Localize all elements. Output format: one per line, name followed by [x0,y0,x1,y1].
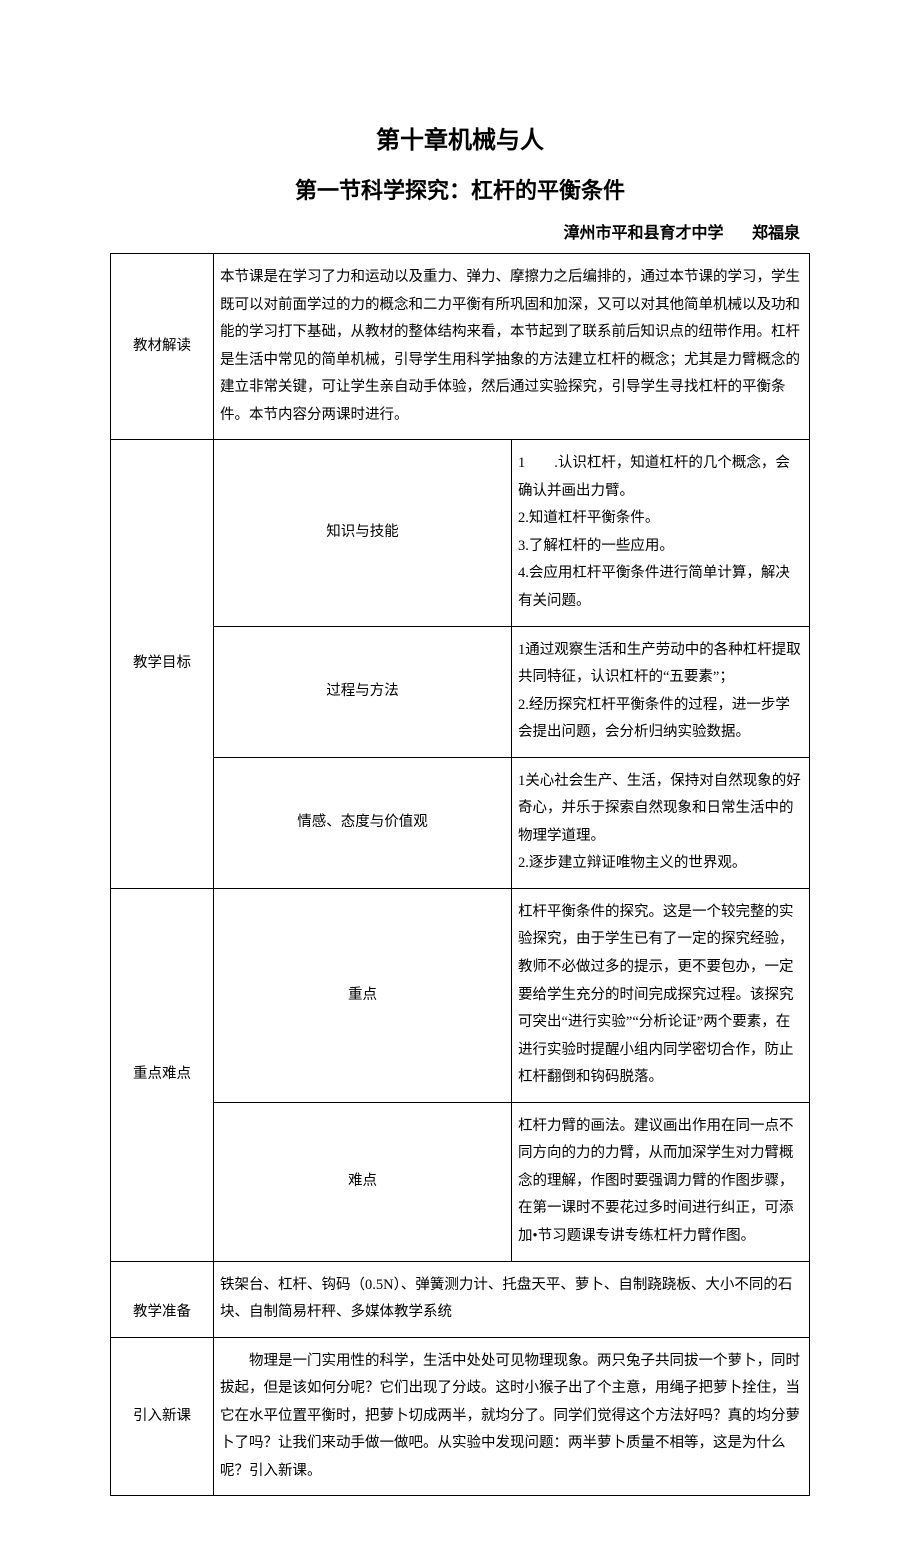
table-row: 重点难点 重点 杠杆平衡条件的探究。这是一个较完整的实验探究，由于学生已有了一定… [111,888,810,1102]
row-label-zhunbei: 教学准备 [111,1261,214,1337]
table-row: 情感、态度与价值观 1关心社会生产、生活，保持对自然现象的好奇心，并乐于探索自然… [111,757,810,888]
document-page: 第十章机械与人 第一节科学探究：杠杆的平衡条件 漳州市平和县育才中学 郑福泉 教… [0,0,920,1556]
cell-nandian: 杠杆力臂的画法。建议画出作用在同一点不同方向的力的力臂，从而加深学生对力臂概念的… [512,1102,810,1261]
sublabel-qinggan: 情感、态度与价值观 [214,757,512,888]
list-item: 2.知道杠杆平衡条件。 [518,505,803,533]
list-item: 1 .认识杠杆，知道杠杆的几个概念，会确认并画出力臂。 [518,450,803,505]
author-school: 漳州市平和县育才中学 [564,225,724,242]
cell-zhongdian: 杠杆平衡条件的探究。这是一个较完整的实验探究，由于学生已有了一定的探究经验，教师… [512,888,810,1102]
sublabel-guocheng: 过程与方法 [214,626,512,757]
row-label-zdnd: 重点难点 [111,888,214,1261]
cell-qinggan: 1关心社会生产、生活，保持对自然现象的好奇心，并乐于探索自然现象和日常生活中的物… [512,757,810,888]
list-item: 2.逐步建立辩证唯物主义的世界观。 [518,850,803,878]
cell-guocheng: 1通过观察生活和生产劳动中的各种杠杆提取共同特征，认识杠杆的“五要素”； 2.经… [512,626,810,757]
table-row: 教学准备 铁架台、杠杆、钩码（0.5N）、弹簧测力计、托盘天平、萝卜、自制跷跷板… [111,1261,810,1337]
table-row: 引入新课 物理是一门实用性的科学，生活中处处可见物理现象。两只兔子共同拔一个萝卜… [111,1337,810,1496]
row-label-yinru: 引入新课 [111,1337,214,1496]
table-row: 过程与方法 1通过观察生活和生产劳动中的各种杠杆提取共同特征，认识杠杆的“五要素… [111,626,810,757]
author-line: 漳州市平和县育才中学 郑福泉 [110,219,810,243]
list-item: 4.会应用杠杆平衡条件进行简单计算，解决有关问题。 [518,560,803,615]
sublabel-zhishi: 知识与技能 [214,440,512,626]
author-name: 郑福泉 [752,225,800,242]
table-row: 难点 杠杆力臂的画法。建议画出作用在同一点不同方向的力的力臂，从而加深学生对力臂… [111,1102,810,1261]
section-title: 第一节科学探究：杠杆的平衡条件 [110,173,810,205]
row-label-jiaocai: 教材解读 [111,254,214,440]
sublabel-nandian: 难点 [214,1102,512,1261]
list-item: 1通过观察生活和生产劳动中的各种杠杆提取共同特征，认识杠杆的“五要素”； [518,637,803,692]
table-row: 教学目标 知识与技能 1 .认识杠杆，知道杠杆的几个概念，会确认并画出力臂。 2… [111,440,810,626]
cell-jiaocai-text: 本节课是在学习了力和运动以及重力、弹力、摩擦力之后编排的，通过本节课的学习，学生… [214,254,810,440]
row-label-mubiao: 教学目标 [111,440,214,889]
sublabel-zhongdian: 重点 [214,888,512,1102]
cell-zhunbei: 铁架台、杠杆、钩码（0.5N）、弹簧测力计、托盘天平、萝卜、自制跷跷板、大小不同… [214,1261,810,1337]
cell-yinru: 物理是一门实用性的科学，生活中处处可见物理现象。两只兔子共同拔一个萝卜，同时拔起… [214,1337,810,1496]
list-item: 2.经历探究杠杆平衡条件的过程，进一步学会提出问题，会分析归纳实验数据。 [518,692,803,747]
list-item: 3.了解杠杆的一些应用。 [518,533,803,561]
list-item: 1关心社会生产、生活，保持对自然现象的好奇心，并乐于探索自然现象和日常生活中的物… [518,768,803,851]
cell-zhishi: 1 .认识杠杆，知道杠杆的几个概念，会确认并画出力臂。 2.知道杠杆平衡条件。 … [512,440,810,626]
table-row: 教材解读 本节课是在学习了力和运动以及重力、弹力、摩擦力之后编排的，通过本节课的… [111,254,810,440]
chapter-title: 第十章机械与人 [110,120,810,155]
lesson-plan-table: 教材解读 本节课是在学习了力和运动以及重力、弹力、摩擦力之后编排的，通过本节课的… [110,253,810,1496]
